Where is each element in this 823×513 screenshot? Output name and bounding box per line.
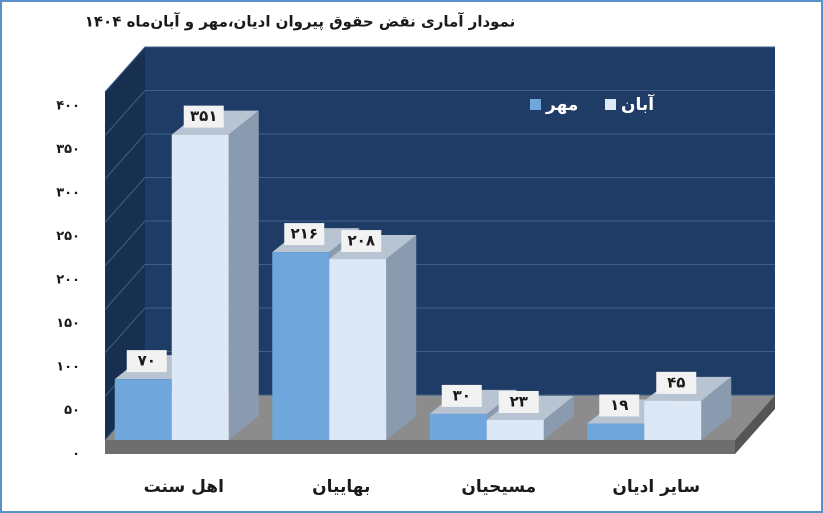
y-tick-label: ۳۰۰ bbox=[56, 186, 80, 201]
value-label: ۲۰۸ bbox=[348, 232, 375, 250]
legend-label: آبان bbox=[621, 93, 655, 115]
value-label: ۲۳ bbox=[510, 392, 528, 410]
value-label: ۲۱۶ bbox=[291, 225, 318, 243]
floor-edge bbox=[105, 440, 735, 454]
x-tick-label: اهل سنت bbox=[144, 477, 224, 497]
legend-swatch bbox=[605, 99, 616, 110]
y-tick-label: ۲۵۰ bbox=[56, 229, 80, 244]
value-label-box bbox=[498, 390, 539, 413]
grid-line bbox=[104, 46, 146, 93]
grid-line bbox=[104, 90, 146, 136]
y-tick-label: ۱۵۰ bbox=[56, 316, 80, 331]
value-label-box bbox=[441, 384, 482, 407]
bar bbox=[329, 259, 387, 440]
bar bbox=[486, 419, 544, 440]
value-label-box bbox=[599, 394, 640, 417]
value-label: ۷۰ bbox=[138, 352, 156, 370]
y-tick-label: ۰ bbox=[72, 447, 80, 462]
bar bbox=[429, 413, 487, 440]
bar-side bbox=[228, 110, 259, 440]
value-label-box bbox=[284, 223, 325, 246]
grid-line bbox=[104, 307, 146, 354]
value-label-box bbox=[341, 230, 382, 253]
floor-side bbox=[735, 395, 775, 454]
bar bbox=[644, 400, 702, 440]
y-tick-label: ۱۰۰ bbox=[56, 360, 80, 375]
legend-label: مهر bbox=[545, 95, 578, 115]
y-tick-label: ۵۰ bbox=[64, 403, 80, 418]
grid-line bbox=[104, 264, 146, 310]
value-label-box bbox=[183, 105, 224, 128]
chart-title: نمودار آماری نقض حقوق پیروان ادیان،مهر و… bbox=[85, 13, 516, 32]
value-label-box bbox=[126, 350, 167, 373]
bar-side bbox=[701, 376, 732, 440]
x-tick-label: بهاییان bbox=[312, 477, 370, 497]
value-label-box bbox=[656, 371, 697, 394]
value-label: ۱۹ bbox=[610, 396, 628, 414]
y-tick-label: ۲۰۰ bbox=[56, 273, 80, 288]
y-tick-label: ۴۰۰ bbox=[56, 99, 80, 114]
legend-swatch bbox=[530, 99, 541, 110]
value-label: ۳۵۱ bbox=[190, 107, 217, 125]
grid-line bbox=[104, 220, 146, 267]
bar-side bbox=[386, 235, 417, 440]
value-label: ۳۰ bbox=[453, 386, 471, 404]
grid-line bbox=[104, 177, 146, 223]
bar-side bbox=[543, 395, 574, 440]
grid-line bbox=[104, 133, 146, 180]
bar bbox=[171, 134, 229, 440]
y-tick-label: ۳۵۰ bbox=[56, 142, 80, 157]
value-label: ۴۵ bbox=[667, 373, 685, 391]
bar bbox=[114, 379, 172, 440]
x-tick-label: سایر ادیان bbox=[612, 477, 700, 497]
bar bbox=[587, 423, 645, 440]
x-tick-label: مسیحیان bbox=[461, 477, 536, 497]
bar bbox=[272, 252, 330, 440]
